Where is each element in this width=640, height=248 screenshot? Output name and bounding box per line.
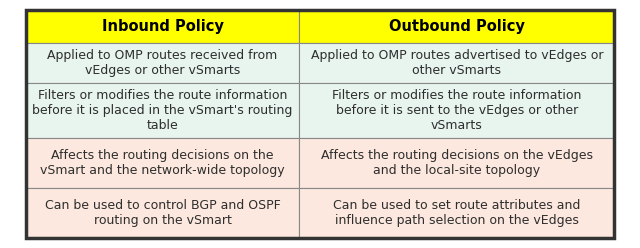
Text: Filters or modifies the route information
before it is sent to the vEdges or oth: Filters or modifies the route informatio… — [332, 89, 582, 132]
Text: Affects the routing decisions on the
vSmart and the network-wide topology: Affects the routing decisions on the vSm… — [40, 149, 285, 177]
Bar — [26, 188, 300, 238]
Bar — [26, 138, 300, 188]
Bar — [26, 10, 300, 43]
Text: Inbound Policy: Inbound Policy — [102, 19, 223, 34]
Bar — [300, 188, 614, 238]
Text: Can be used to control BGP and OSPF
routing on the vSmart: Can be used to control BGP and OSPF rout… — [45, 199, 280, 227]
Bar — [300, 138, 614, 188]
Text: Affects the routing decisions on the vEdges
and the local-site topology: Affects the routing decisions on the vEd… — [321, 149, 593, 177]
Bar — [300, 83, 614, 138]
Text: Can be used to set route attributes and
influence path selection on the vEdges: Can be used to set route attributes and … — [333, 199, 580, 227]
Bar — [26, 83, 300, 138]
Text: Outbound Policy: Outbound Policy — [389, 19, 525, 34]
Bar — [300, 43, 614, 83]
Text: Filters or modifies the route information
before it is placed in the vSmart's ro: Filters or modifies the route informatio… — [32, 89, 292, 132]
Bar — [300, 10, 614, 43]
Bar — [26, 43, 300, 83]
Text: Applied to OMP routes received from
vEdges or other vSmarts: Applied to OMP routes received from vEdg… — [47, 49, 278, 77]
Text: Applied to OMP routes advertised to vEdges or
other vSmarts: Applied to OMP routes advertised to vEdg… — [310, 49, 603, 77]
